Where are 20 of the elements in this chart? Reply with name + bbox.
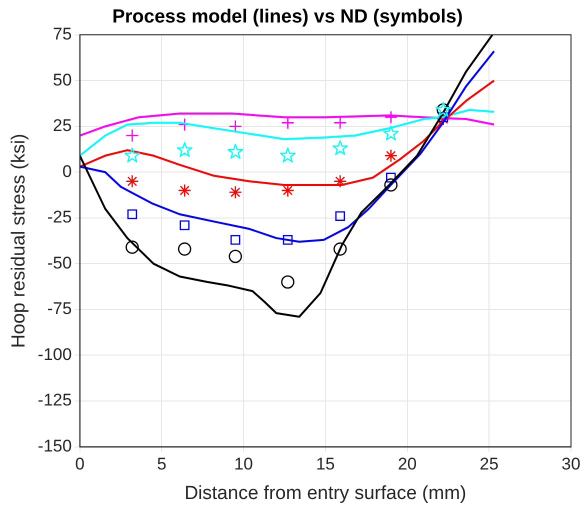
y-tick-label: -25 — [47, 208, 72, 227]
y-tick-label: 75 — [52, 24, 72, 44]
x-tick-label: 15 — [316, 454, 335, 474]
y-tick-label: -50 — [47, 253, 72, 272]
y-axis-title: Hoop residual stress (ksi) — [8, 134, 30, 348]
y-tick-label: 25 — [52, 116, 72, 136]
x-axis-title: Distance from entry surface (mm) — [184, 482, 466, 504]
x-tick-label: 30 — [562, 454, 580, 474]
x-tick-label: 10 — [234, 454, 254, 474]
chart-title: Process model (lines) vs ND (symbols) — [112, 6, 463, 28]
x-tick-label: 20 — [398, 454, 417, 474]
y-tick-label: -150 — [38, 436, 72, 456]
x-tick-label: 0 — [75, 454, 85, 474]
y-tick-label: -100 — [38, 344, 72, 364]
x-tick-label: 25 — [480, 454, 499, 474]
y-tick-label: 0 — [62, 162, 72, 181]
y-tick-label: -75 — [47, 299, 72, 318]
x-tick-label: 5 — [156, 454, 166, 474]
y-tick-label: 50 — [52, 70, 72, 90]
y-tick-label: -125 — [38, 390, 72, 410]
